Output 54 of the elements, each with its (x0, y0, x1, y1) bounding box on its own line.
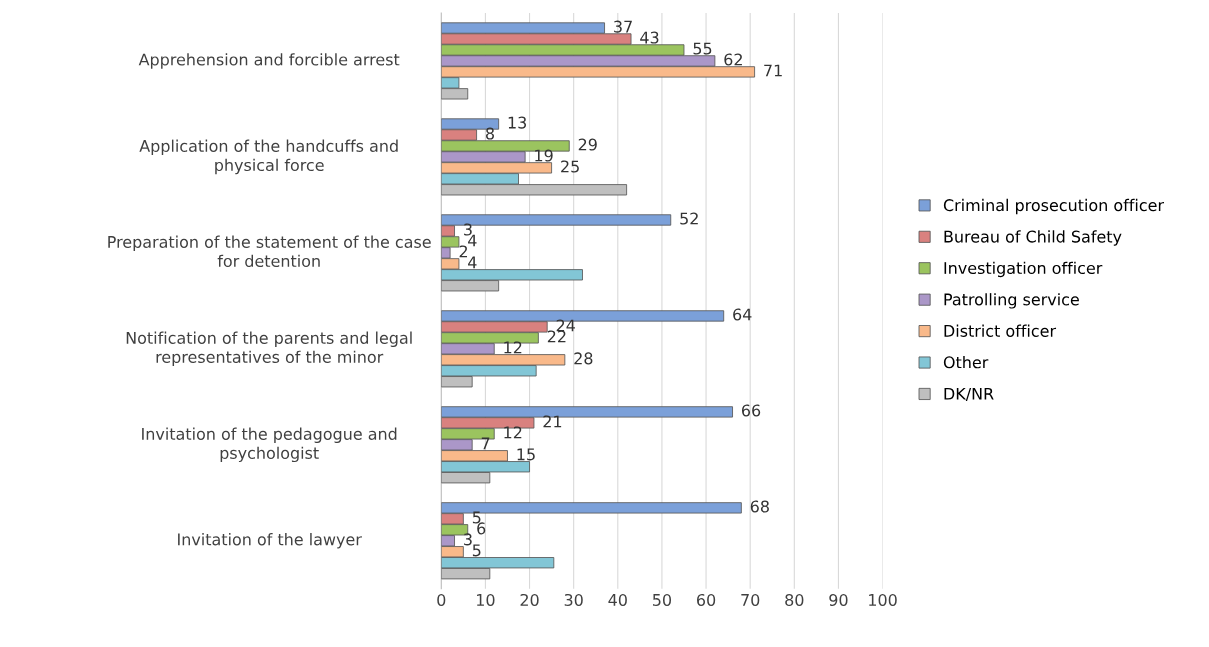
y-tick-label: Apprehension and forcible arrest (138, 53, 400, 69)
legend-label: Investigation officer (944, 261, 1103, 278)
data-label: 19 (535, 149, 553, 162)
data-label: 71 (764, 64, 782, 77)
x-tick-label: 70 (741, 593, 760, 606)
legend-label: DK/NR (944, 387, 994, 402)
data-label: 12 (504, 341, 522, 354)
data-label: 29 (578, 138, 597, 151)
data-label: 6 (477, 522, 486, 535)
data-label: 5 (472, 544, 481, 557)
data-label: 52 (680, 212, 698, 225)
data-label: 4 (468, 256, 477, 269)
legend-label: Other (943, 355, 989, 369)
x-tick-label: 90 (829, 593, 848, 606)
legend-label: Patrolling service (944, 293, 1079, 309)
data-label: 55 (693, 42, 712, 55)
data-label: 13 (508, 116, 527, 129)
data-label: 37 (614, 20, 632, 33)
x-tick-label: 30 (564, 593, 583, 606)
x-tick-label: 10 (477, 593, 495, 606)
x-tick-label: 100 (869, 593, 897, 606)
data-label: 66 (741, 404, 761, 417)
x-tick-label: 20 (520, 593, 539, 606)
x-tick-label: 80 (785, 593, 804, 606)
data-label: 68 (750, 500, 769, 513)
data-label: 28 (574, 352, 593, 365)
y-tick-label: Application of the handcuffs and physical force (139, 139, 398, 175)
y-tick-label: Preparation of the statement of the case for detention (108, 235, 431, 268)
legend-label: Bureau of Child Safety (944, 230, 1122, 246)
data-label: 43 (640, 31, 659, 44)
data-label: 25 (561, 160, 579, 173)
y-tick-label: Invitation of the lawyer (178, 533, 362, 549)
data-label: 3 (464, 223, 472, 236)
data-label: 5 (472, 511, 481, 524)
legend-label: Criminal prosecution officer (943, 198, 1165, 215)
data-label: 64 (733, 308, 752, 321)
data-label: 24 (556, 319, 575, 332)
data-label: 15 (517, 448, 535, 461)
data-label: 3 (464, 533, 472, 546)
data-label: 22 (547, 330, 566, 343)
data-label: 4 (468, 234, 477, 247)
legend-label: District officer (944, 324, 1057, 337)
data-label: 21 (543, 415, 562, 428)
x-tick-label: 40 (608, 593, 627, 606)
data-label: 7 (481, 437, 490, 450)
data-label: 8 (486, 127, 494, 140)
data-label: 62 (724, 53, 742, 66)
x-tick-label: 0 (437, 593, 446, 606)
x-tick-label: 50 (653, 593, 672, 606)
x-tick-label: 60 (697, 593, 716, 606)
data-label: 2 (459, 245, 468, 258)
y-tick-label: Invitation of the pedagogue and psychologist (142, 427, 397, 463)
data-label: 12 (504, 426, 522, 439)
y-tick-label: Notification of the parents and legal representatives of the minor (126, 331, 412, 367)
